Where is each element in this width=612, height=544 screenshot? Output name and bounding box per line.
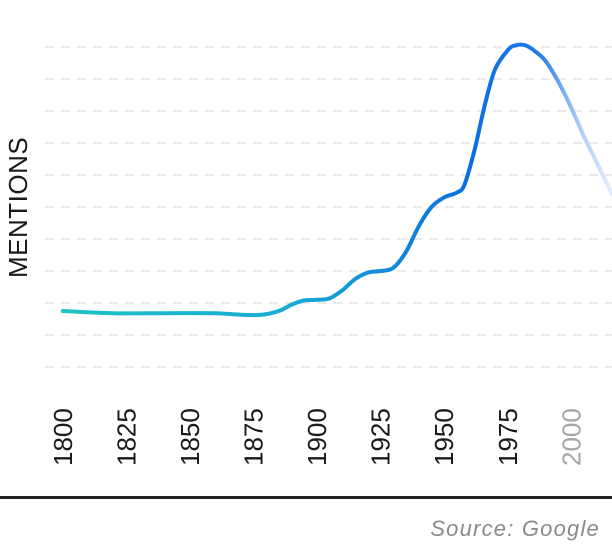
x-tick-label-1875: 1875 — [239, 408, 269, 466]
axis-baseline — [0, 496, 612, 499]
x-tick-label-1900: 1900 — [302, 408, 332, 466]
x-tick-label-1800: 1800 — [48, 408, 78, 466]
x-tick-label-1925: 1925 — [366, 408, 396, 466]
source-credit: Source: Google — [430, 516, 600, 541]
x-tick-label-1975: 1975 — [493, 408, 523, 466]
x-tick-label-1850: 1850 — [175, 408, 205, 466]
x-tick-label-1950: 1950 — [429, 408, 459, 466]
x-tick-label-2000: 2000 — [556, 408, 586, 466]
x-axis-ticks: 1800 1825 1850 1875 1900 1925 1950 1975 2000 — [48, 408, 586, 466]
series-line — [60, 42, 612, 318]
x-tick-label-1825: 1825 — [111, 408, 141, 466]
gridlines — [45, 46, 612, 368]
y-axis-label: MENTIONS — [3, 137, 33, 278]
